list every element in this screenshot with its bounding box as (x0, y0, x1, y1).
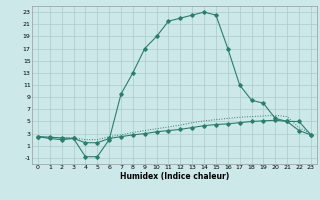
X-axis label: Humidex (Indice chaleur): Humidex (Indice chaleur) (120, 172, 229, 181)
